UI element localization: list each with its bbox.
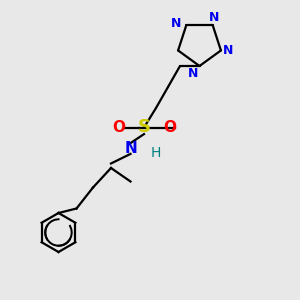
- Text: N: N: [171, 17, 181, 30]
- Text: O: O: [163, 120, 176, 135]
- Text: N: N: [223, 44, 234, 57]
- Text: H: H: [151, 146, 161, 160]
- Text: N: N: [188, 67, 199, 80]
- Text: N: N: [209, 11, 219, 24]
- Text: N: N: [124, 141, 137, 156]
- Text: S: S: [137, 118, 151, 136]
- Text: O: O: [112, 120, 125, 135]
